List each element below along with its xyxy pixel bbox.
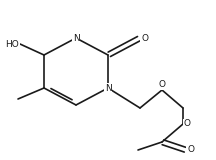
Text: O: O xyxy=(187,145,194,155)
Text: O: O xyxy=(184,120,191,128)
Text: N: N xyxy=(73,33,79,43)
Text: O: O xyxy=(159,80,165,89)
Text: HO: HO xyxy=(5,40,19,48)
Text: O: O xyxy=(141,33,148,43)
Text: N: N xyxy=(105,84,111,92)
